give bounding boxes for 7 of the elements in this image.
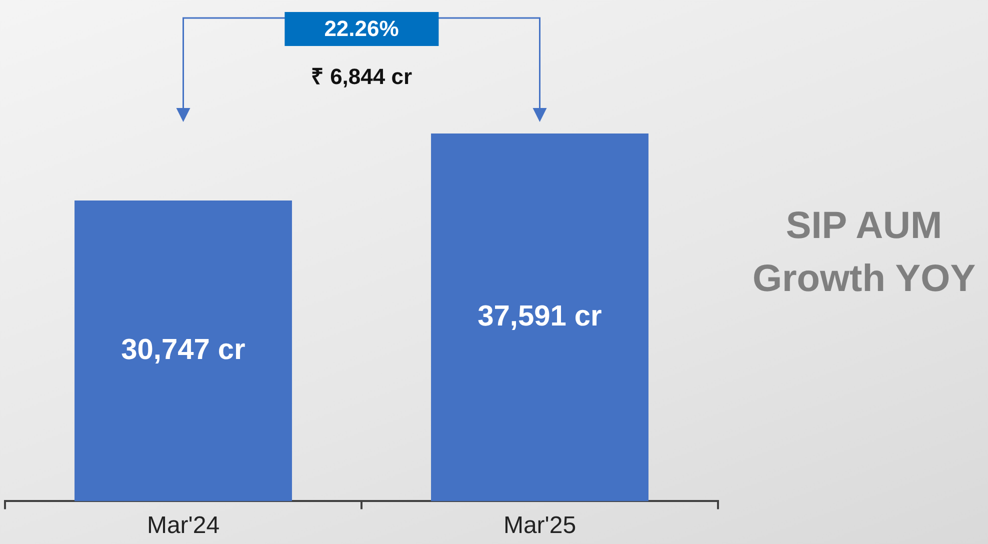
text: ₹ 6,844 cr bbox=[310, 63, 412, 90]
text: 22.26% bbox=[284, 12, 439, 46]
x-tick-label: Mar'25 bbox=[503, 512, 576, 540]
data-label: 37,591 cr bbox=[478, 300, 602, 332]
text: SIP AUM Growth YOY bbox=[751, 204, 977, 302]
x-tick-label: Mar'24 bbox=[146, 512, 220, 540]
data-label: 30,747 cr bbox=[121, 334, 246, 366]
